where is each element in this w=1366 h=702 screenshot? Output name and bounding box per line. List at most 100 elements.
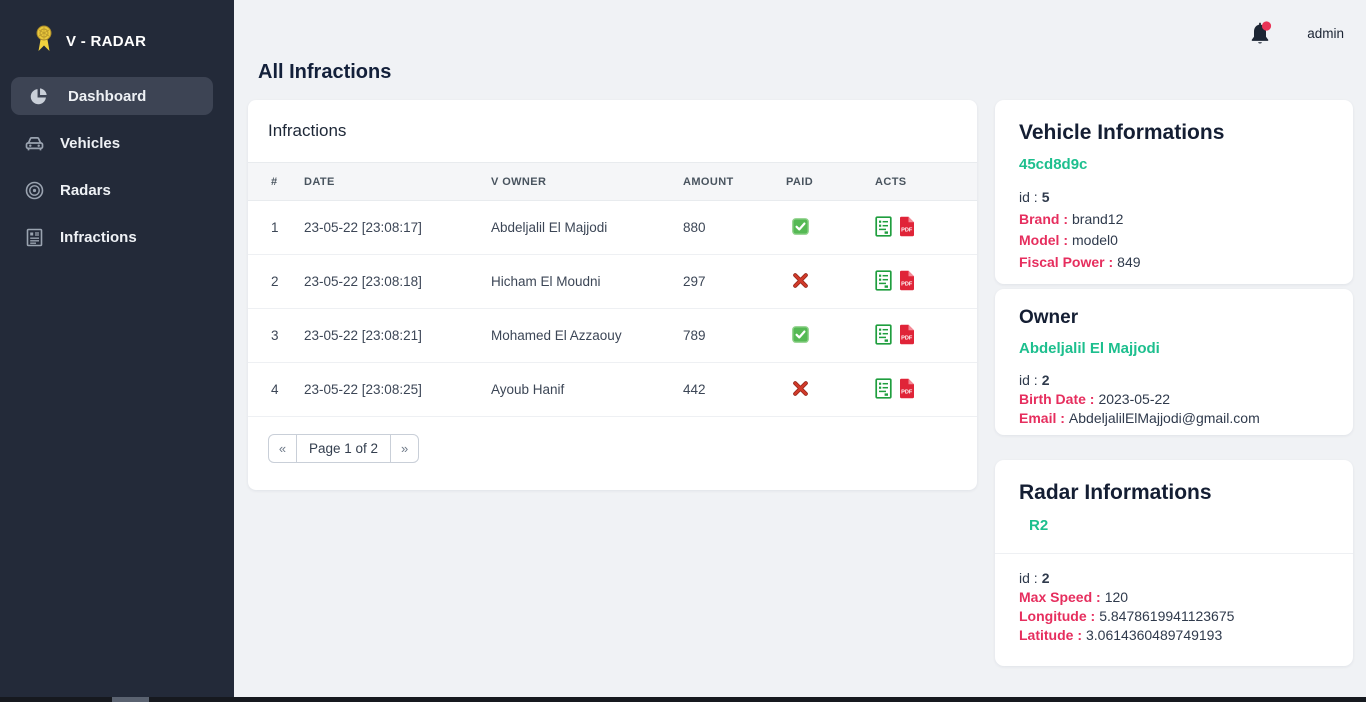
field-label: Max Speed : xyxy=(1019,589,1101,605)
radar-code: R2 xyxy=(1029,517,1049,534)
pdf-download-button[interactable]: PDF xyxy=(898,270,915,291)
radar-fields: id :2 Max Speed :120 Longitude :5.847861… xyxy=(1019,569,1329,645)
pagination: « Page 1 of 2 » xyxy=(268,434,420,463)
notifications-button[interactable] xyxy=(1248,20,1274,53)
cell-amount: 880 xyxy=(683,200,786,255)
pdf-download-button[interactable]: PDF xyxy=(898,216,915,237)
view-act-button[interactable] xyxy=(875,269,892,291)
owner-card-title: Owner xyxy=(1019,307,1079,328)
receipt-icon xyxy=(875,269,892,291)
sidebar-item-label: Radars xyxy=(60,181,111,199)
cell-paid xyxy=(786,308,875,363)
owner-fields: id :2 Birth Date :2023-05-22 Email : Abde… xyxy=(1019,371,1329,428)
col-acts: ACTS xyxy=(875,162,977,201)
divider xyxy=(995,553,1353,554)
scrollbar-thumb[interactable] xyxy=(112,697,149,702)
info-field: Model : model0 xyxy=(1019,230,1329,252)
view-act-button[interactable] xyxy=(875,323,892,345)
radar-card-title: Radar Informations xyxy=(1019,481,1212,504)
field-value: 2023-05-22 xyxy=(1098,391,1171,407)
pdf-icon: PDF xyxy=(900,216,914,236)
receipt-icon xyxy=(875,215,892,237)
col-num: # xyxy=(248,162,304,201)
pdf-icon: PDF xyxy=(900,378,914,398)
field-label: Latitude : xyxy=(1019,627,1082,643)
info-field: Brand : brand12 xyxy=(1019,209,1329,231)
receipt-icon xyxy=(875,377,892,399)
field-label: Model : xyxy=(1019,232,1068,248)
svg-text:PDF: PDF xyxy=(901,281,913,287)
brand[interactable]: V - RADAR xyxy=(0,0,234,77)
unpaid-cross-icon xyxy=(792,380,809,397)
sidebar-item-dashboard[interactable]: Dashboard xyxy=(11,77,213,115)
cell-num: 3 xyxy=(248,308,304,363)
col-paid: PAID xyxy=(786,162,875,201)
field-value: 5 xyxy=(1041,189,1050,205)
field-value: AbdeljalilElMajjodi@gmail.com xyxy=(1068,410,1260,426)
svg-text:PDF: PDF xyxy=(901,389,913,395)
cell-acts: PDF xyxy=(875,254,977,309)
pagination-label: Page 1 of 2 xyxy=(296,435,392,462)
info-field: Longitude :5.8478619941123675 xyxy=(1019,607,1329,626)
table-row[interactable]: 4 23-05-22 [23:08:25] Ayoub Hanif 442 xyxy=(248,362,977,417)
cell-paid xyxy=(786,200,875,255)
table-row[interactable]: 1 23-05-22 [23:08:17] Abdeljalil El Majj… xyxy=(248,200,977,255)
field-value: model0 xyxy=(1072,232,1118,248)
field-label: Email : xyxy=(1019,410,1065,426)
vehicle-info-card: Vehicle Informations 45cd8d9c id :5 Bran… xyxy=(995,100,1353,284)
field-label: id : xyxy=(1019,189,1038,205)
pdf-download-button[interactable]: PDF xyxy=(898,378,915,399)
vehicle-fields: id :5 Brand : brand12 Model : model0 Fisca… xyxy=(1019,187,1329,273)
info-field: Birth Date :2023-05-22 xyxy=(1019,390,1329,409)
cell-owner: Hicham El Moudni xyxy=(491,254,683,309)
info-field: Latitude :3.0614360489749193 xyxy=(1019,626,1329,645)
cell-acts: PDF xyxy=(875,362,977,417)
cell-date: 23-05-22 [23:08:25] xyxy=(304,362,491,417)
sidebar-item-label: Vehicles xyxy=(60,134,121,152)
car-icon xyxy=(23,135,45,152)
cell-num: 1 xyxy=(248,200,304,255)
main-content: admin All Infractions Infractions # DATE… xyxy=(234,0,1366,697)
cell-num: 2 xyxy=(248,254,304,309)
info-field: Fiscal Power :849 xyxy=(1019,252,1329,274)
cell-amount: 442 xyxy=(683,362,786,417)
bell-icon xyxy=(1251,21,1272,44)
table-row[interactable]: 3 23-05-22 [23:08:21] Mohamed El Azzaouy… xyxy=(248,308,977,363)
pdf-download-button[interactable]: PDF xyxy=(898,324,915,345)
infractions-card: Infractions # DATE V OWNER AMOUNT PAID A… xyxy=(248,100,977,490)
sidebar-item-label: Dashboard xyxy=(68,87,147,105)
pagination-next-button[interactable]: » xyxy=(400,441,409,456)
cell-owner: Mohamed El Azzaouy xyxy=(491,308,683,363)
field-label: Brand : xyxy=(1019,210,1068,227)
pagination-prev-button[interactable]: « xyxy=(278,441,287,456)
infractions-tbody: 1 23-05-22 [23:08:17] Abdeljalil El Majj… xyxy=(248,200,977,417)
field-value: 5.8478619941123675 xyxy=(1099,608,1235,624)
table-row[interactable]: 2 23-05-22 [23:08:18] Hicham El Moudni 2… xyxy=(248,254,977,309)
sidebar-item-radars[interactable]: Radars xyxy=(11,170,223,210)
info-field: id :2 xyxy=(1019,569,1329,588)
col-amount: AMOUNT xyxy=(683,162,786,201)
field-value: 120 xyxy=(1104,589,1129,605)
owner-info-card: Owner Abdeljalil El Majjodi id :2 Birth … xyxy=(995,289,1353,435)
cell-date: 23-05-22 [23:08:21] xyxy=(304,308,491,363)
owner-name: Abdeljalil El Majjodi xyxy=(1019,340,1160,357)
paid-check-icon xyxy=(792,217,809,235)
view-act-button[interactable] xyxy=(875,215,892,237)
cell-date: 23-05-22 [23:08:18] xyxy=(304,254,491,309)
view-act-button[interactable] xyxy=(875,377,892,399)
user-menu[interactable]: admin xyxy=(1307,26,1344,41)
field-value: 2 xyxy=(1041,570,1050,586)
sidebar-item-infractions[interactable]: Infractions xyxy=(11,217,223,257)
cell-date: 23-05-22 [23:08:17] xyxy=(304,200,491,255)
cell-amount: 297 xyxy=(683,254,786,309)
field-label: id : xyxy=(1019,372,1038,388)
cell-paid xyxy=(786,254,875,309)
sidebar-item-vehicles[interactable]: Vehicles xyxy=(11,123,223,163)
page-title: All Infractions xyxy=(258,61,392,83)
col-date: DATE xyxy=(304,162,491,201)
horizontal-scrollbar[interactable] xyxy=(0,697,1366,702)
notification-dot xyxy=(1261,21,1272,31)
cell-acts: PDF xyxy=(875,200,977,255)
radar-icon xyxy=(23,181,45,200)
card-title: Infractions xyxy=(268,121,347,140)
